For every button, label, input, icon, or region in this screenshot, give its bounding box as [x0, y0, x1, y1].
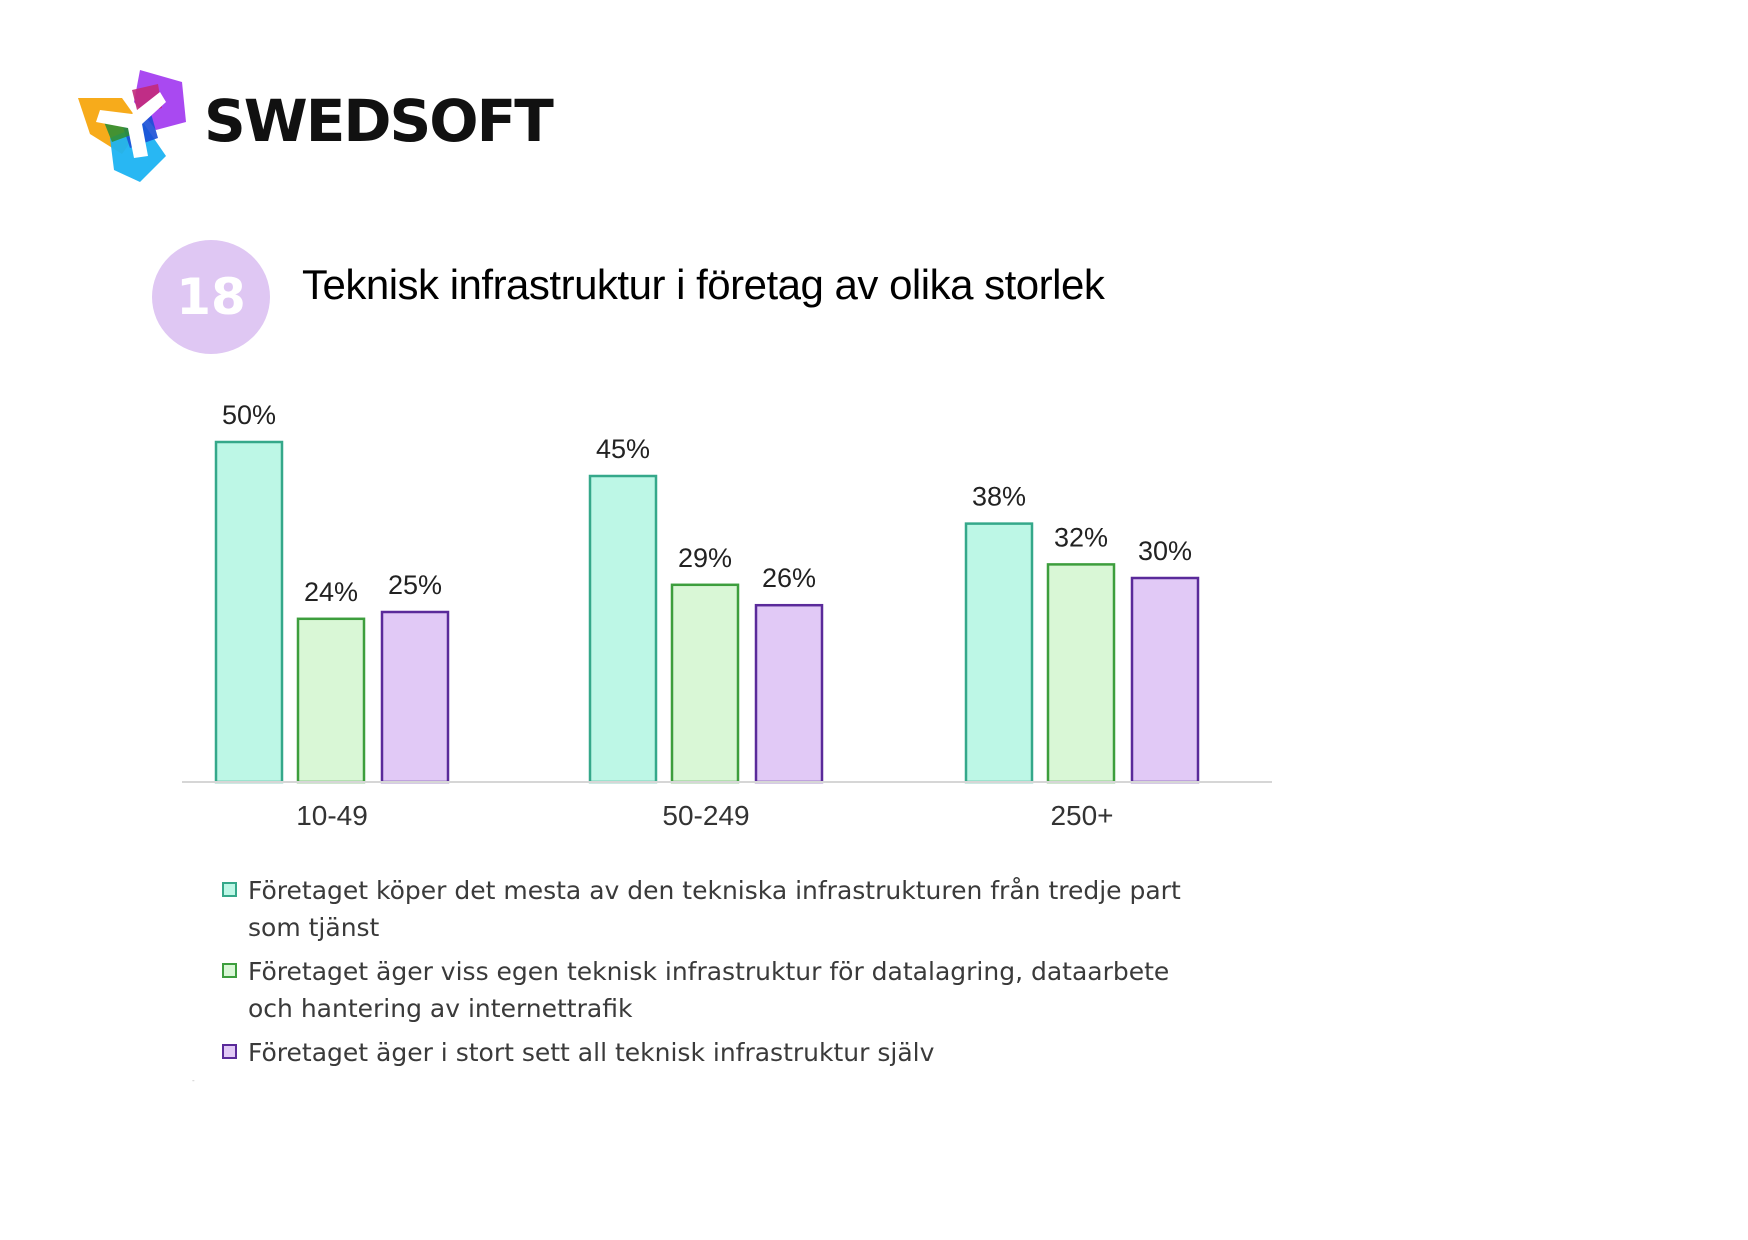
legend-label: Företaget köper det mesta av den teknisk…: [248, 876, 1181, 942]
page-number-badge: 18: [152, 240, 270, 354]
bar: [1130, 576, 1200, 784]
badge-number: 18: [176, 268, 246, 326]
data-label: 45%: [596, 434, 650, 464]
data-label: 30%: [1138, 536, 1192, 566]
bar: [380, 610, 450, 784]
legend-label: Företaget äger i stort sett all teknisk …: [248, 1038, 935, 1067]
bar: [754, 603, 824, 784]
legend-label: Företaget äger viss egen teknisk infrast…: [248, 957, 1170, 1023]
legend-item: Företaget äger i stort sett all teknisk …: [222, 1034, 1222, 1071]
data-label: 29%: [678, 543, 732, 573]
legend-swatch: [222, 882, 237, 897]
data-label: 24%: [304, 577, 358, 607]
category-label: 10-49: [296, 800, 368, 831]
legend-item: Företaget äger viss egen teknisk infrast…: [222, 953, 1222, 1027]
legend-swatch: [222, 963, 237, 978]
category-label: 50-249: [662, 800, 749, 831]
data-label: 25%: [388, 570, 442, 600]
bar-chart: 50% 24% 25% 10-49 45% 29% 26% 50-249 38% 32% 30% 25…: [182, 400, 1272, 831]
data-label: 32%: [1054, 522, 1108, 552]
bar: [214, 440, 284, 784]
bar: [964, 522, 1034, 784]
legend-swatch: [222, 1044, 237, 1059]
chart-title: Teknisk infrastruktur i företag av olika…: [302, 261, 1105, 308]
data-label: 38%: [972, 482, 1026, 512]
logo-wordmark: SWEDSOFT: [204, 87, 554, 155]
chart-legend: Företaget köper det mesta av den teknisk…: [222, 872, 1222, 1078]
bar: [670, 583, 740, 784]
bar: [1046, 563, 1116, 784]
swedsoft-logo-icon: [78, 70, 186, 182]
bar: [296, 617, 366, 784]
legend-item: Företaget köper det mesta av den teknisk…: [222, 872, 1222, 946]
footnote-mark: -: [192, 1076, 195, 1085]
data-label: 50%: [222, 400, 276, 430]
data-label: 26%: [762, 563, 816, 593]
bar: [588, 474, 658, 784]
category-label: 250+: [1050, 800, 1113, 831]
